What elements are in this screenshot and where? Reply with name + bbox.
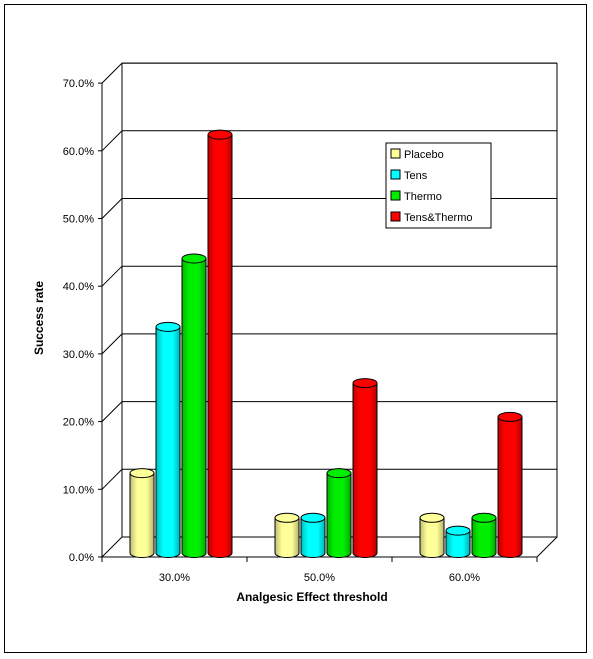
y-tick-label: 20.0%	[63, 417, 94, 429]
bar-top	[471, 512, 497, 523]
bar	[274, 512, 300, 558]
bar-top	[419, 512, 445, 523]
legend-swatch	[390, 211, 401, 222]
legend-box	[385, 142, 492, 229]
y-tick-label: 40.0%	[63, 281, 94, 293]
y-tick-label: 60.0%	[63, 146, 94, 158]
bar	[155, 321, 181, 558]
y-tick-label: 70.0%	[63, 78, 94, 90]
legend-swatch	[390, 169, 401, 180]
bar-body	[352, 382, 378, 558]
y-axis-ticks: 0.0% 10.0% 20.0% 30.0% 40.0% 50.0% 60.0% 70.0%	[63, 78, 103, 564]
bar-top	[181, 253, 207, 264]
x-axis-title: Analgesic Effect threshold	[236, 590, 387, 604]
y-tick-label: 30.0%	[63, 349, 94, 361]
bar	[181, 253, 207, 558]
x-axis-ticks: 30.0% 50.0% 60.0%	[101, 556, 538, 584]
gridline	[101, 468, 557, 490]
bar-body	[274, 517, 300, 558]
legend-label: Tens&Thermo	[404, 212, 472, 224]
bar-body	[419, 517, 445, 558]
bar-top	[129, 468, 155, 479]
bar-top	[352, 378, 378, 389]
gridline	[101, 333, 557, 355]
bar-body	[471, 517, 497, 558]
gridline	[101, 401, 557, 422]
bar-top	[274, 512, 300, 523]
bar-body	[300, 517, 326, 558]
x-tick-label: 50.0%	[304, 572, 335, 584]
y-axis-title: Success rate	[32, 281, 46, 355]
bar-top	[155, 321, 181, 332]
bar	[471, 512, 497, 558]
floor-right-edge	[536, 536, 558, 558]
gridline	[101, 62, 557, 84]
legend-label: Thermo	[404, 191, 442, 203]
bar-body	[326, 472, 352, 558]
bars	[129, 129, 523, 558]
y-tick-label: 0.0%	[69, 552, 94, 564]
y-tick-label: 10.0%	[63, 484, 94, 496]
bar-body	[207, 134, 233, 558]
legend-swatch	[390, 148, 401, 159]
bar-top	[326, 468, 352, 479]
bar	[207, 129, 233, 558]
gridline	[101, 265, 557, 287]
y-tick-label: 50.0%	[63, 214, 94, 226]
side-floor-edge	[101, 536, 123, 558]
bar	[497, 411, 523, 558]
bar-body	[155, 326, 181, 558]
gridline	[101, 130, 557, 152]
bar-body	[181, 258, 207, 558]
bar-top	[445, 525, 471, 536]
legend-label: Placebo	[404, 149, 444, 161]
x-tick-label: 60.0%	[449, 572, 480, 584]
legend-swatch	[390, 190, 401, 201]
x-tick-label: 30.0%	[159, 572, 190, 584]
bar-top	[300, 512, 326, 523]
bar	[129, 468, 155, 558]
legend-label: Tens	[404, 170, 428, 182]
bar	[300, 512, 326, 558]
bar-top	[497, 411, 523, 422]
bar	[445, 525, 471, 558]
bar	[352, 378, 378, 558]
bar-body	[445, 530, 471, 558]
bar	[419, 512, 445, 558]
bar-body	[129, 472, 155, 558]
bar-body	[497, 416, 523, 558]
bar	[326, 468, 352, 558]
bar-top	[207, 129, 233, 140]
legend: Placebo Tens Thermo Tens&Thermo	[385, 142, 492, 229]
